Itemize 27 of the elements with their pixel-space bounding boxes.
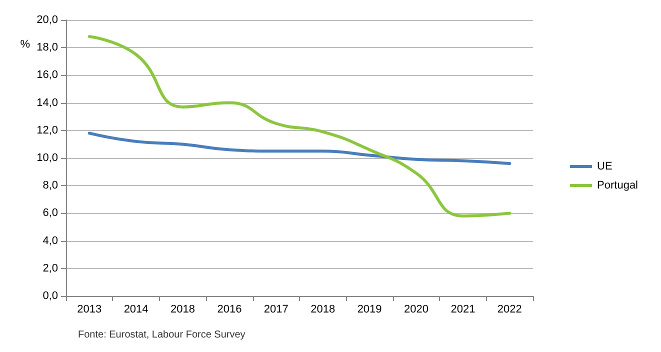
y-tick-label: 10,0 <box>36 152 58 164</box>
y-tick-label: 8,0 <box>42 180 58 192</box>
y-tick-label: 6,0 <box>42 207 58 220</box>
y-tick-label: 0,0 <box>42 290 58 302</box>
y-axis-title: % <box>20 38 30 50</box>
y-tick-label: 2,0 <box>42 262 58 274</box>
x-tick-label: 2014 <box>124 304 148 316</box>
legend-label: Portugal <box>597 180 638 192</box>
x-tick-label: 2019 <box>357 304 382 316</box>
x-tick-label: 2017 <box>264 304 288 316</box>
y-tick-label: 14,0 <box>36 96 58 109</box>
x-tick-label: 2021 <box>450 304 476 316</box>
y-tick-label: 18,0 <box>36 42 58 54</box>
legend-label: UE <box>597 160 612 172</box>
x-tick-label: 2018 <box>310 304 336 316</box>
x-tick-label: 2018 <box>170 304 195 316</box>
y-tick-label: 20,0 <box>36 14 58 26</box>
line-series <box>88 132 512 166</box>
x-tick-label: 2020 <box>404 304 428 316</box>
x-tick-label: 2022 <box>497 304 522 316</box>
line-series <box>88 35 512 218</box>
y-tick-label: 4,0 <box>42 234 58 247</box>
y-tick-label: 16,0 <box>36 69 58 82</box>
x-tick-label: 2016 <box>217 304 242 316</box>
source-note: Fonte: Eurostat, Labour Force Survey <box>78 330 246 340</box>
y-tick-label: 12,0 <box>36 124 58 136</box>
x-tick-label: 2013 <box>77 304 102 316</box>
